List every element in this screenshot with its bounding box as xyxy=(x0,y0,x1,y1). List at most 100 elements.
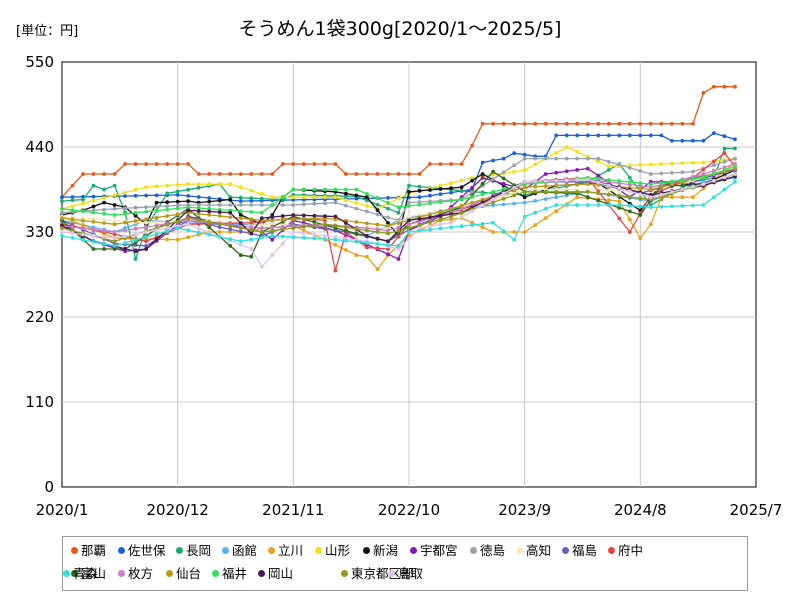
data-point xyxy=(575,133,580,138)
data-point xyxy=(333,237,338,242)
data-point xyxy=(701,91,706,95)
data-point xyxy=(522,200,527,205)
data-point xyxy=(102,172,106,176)
legend-label: 山形 xyxy=(325,543,351,558)
data-point xyxy=(386,243,390,247)
data-point xyxy=(585,189,590,194)
data-point xyxy=(102,247,106,251)
data-point xyxy=(638,163,643,167)
data-point xyxy=(638,133,643,138)
data-point xyxy=(60,206,64,211)
data-point xyxy=(575,156,580,161)
data-point xyxy=(501,197,506,201)
data-point xyxy=(691,203,695,208)
data-point xyxy=(91,210,96,215)
data-point xyxy=(133,219,138,223)
data-point xyxy=(386,215,390,220)
data-point xyxy=(512,121,517,126)
data-point xyxy=(512,151,517,156)
data-point xyxy=(144,209,149,214)
data-point xyxy=(238,253,243,258)
data-point xyxy=(533,223,538,227)
legend-marker xyxy=(71,570,78,577)
data-point xyxy=(312,162,317,166)
data-point xyxy=(470,195,474,199)
data-point xyxy=(175,183,180,187)
data-point xyxy=(259,196,264,201)
data-point xyxy=(133,193,138,198)
data-point xyxy=(301,187,306,192)
data-point xyxy=(112,230,117,234)
legend-item: 宇都宮 xyxy=(410,543,458,559)
data-point xyxy=(196,209,201,213)
data-point xyxy=(543,197,548,201)
data-point xyxy=(554,189,559,194)
data-point xyxy=(123,206,127,211)
data-point xyxy=(522,152,527,157)
data-point xyxy=(217,230,222,234)
data-point xyxy=(102,242,106,246)
data-point xyxy=(238,199,243,204)
data-point xyxy=(354,239,359,244)
data-point xyxy=(722,151,727,156)
data-point xyxy=(365,172,369,176)
data-point xyxy=(217,198,222,203)
data-point xyxy=(259,203,264,207)
data-point xyxy=(585,177,590,182)
data-point xyxy=(249,196,254,201)
x-tick-label: 2021/11 xyxy=(262,501,324,519)
data-point xyxy=(543,216,548,221)
data-point xyxy=(344,228,348,233)
data-point xyxy=(291,195,296,200)
data-point xyxy=(81,197,85,202)
data-point xyxy=(112,172,117,176)
data-point xyxy=(228,227,233,232)
data-point xyxy=(512,188,517,193)
data-point xyxy=(144,162,149,166)
data-point xyxy=(217,225,222,230)
legend-marker xyxy=(410,547,417,554)
data-point xyxy=(701,203,706,207)
data-point xyxy=(564,178,569,183)
data-point xyxy=(375,227,380,232)
data-point xyxy=(133,226,138,231)
data-point xyxy=(123,241,127,245)
data-point xyxy=(154,208,159,213)
data-point xyxy=(249,225,254,230)
data-point xyxy=(543,179,548,183)
data-point xyxy=(270,237,275,242)
data-point xyxy=(186,187,191,192)
data-point xyxy=(91,198,96,203)
data-point xyxy=(564,169,569,174)
legend-label: 佐世保 xyxy=(128,543,166,558)
data-point xyxy=(175,189,180,194)
data-point xyxy=(238,243,243,247)
data-point xyxy=(91,233,96,238)
data-point xyxy=(323,201,327,206)
data-point xyxy=(228,203,233,207)
legend-marker xyxy=(222,547,229,554)
series-福井 xyxy=(60,164,737,217)
data-point xyxy=(91,194,96,199)
data-point xyxy=(291,203,296,207)
data-point xyxy=(249,247,254,251)
data-point xyxy=(133,232,138,237)
data-point xyxy=(249,172,254,176)
data-point xyxy=(249,203,254,207)
data-point xyxy=(712,172,716,176)
data-point xyxy=(407,236,411,241)
data-point xyxy=(102,207,106,212)
data-point xyxy=(323,222,327,227)
data-point xyxy=(70,198,75,203)
data-point xyxy=(354,231,359,236)
data-point xyxy=(270,253,275,258)
data-point xyxy=(196,218,201,223)
data-point xyxy=(638,204,643,209)
data-point xyxy=(207,182,212,187)
y-tick-label: 110 xyxy=(25,393,54,411)
data-point xyxy=(396,244,401,248)
data-point xyxy=(344,238,348,243)
legend-item: 岡山 xyxy=(258,566,293,582)
data-point xyxy=(396,234,401,239)
data-point xyxy=(333,214,338,219)
